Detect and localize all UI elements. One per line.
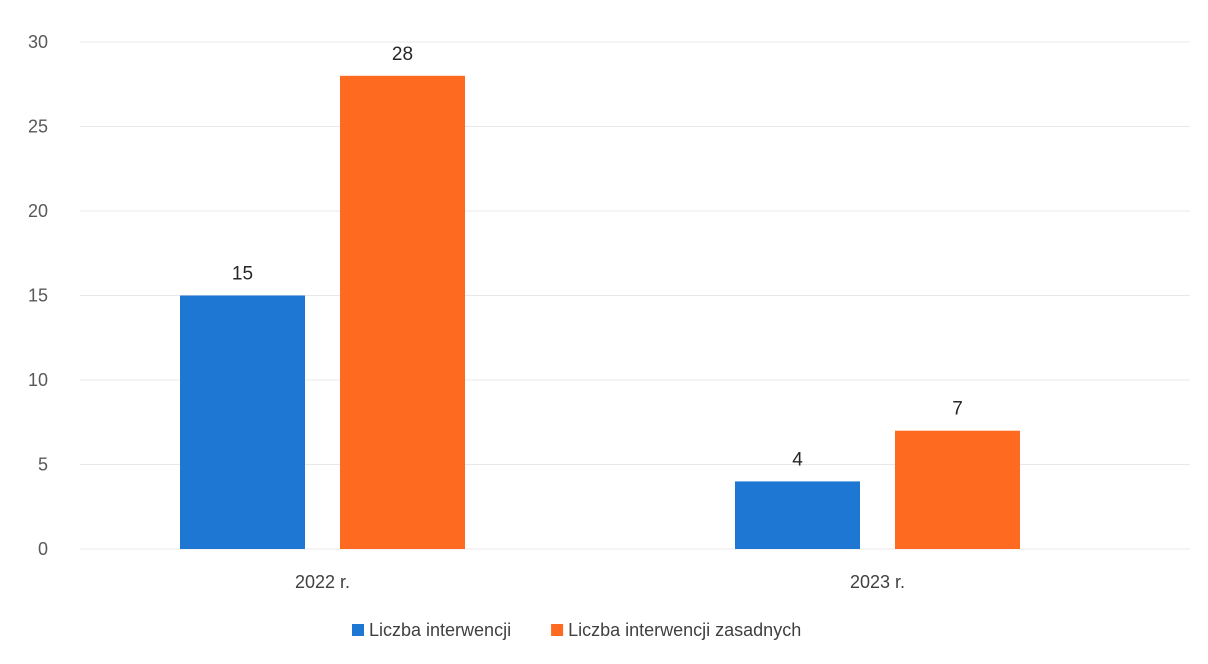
data-labels: 15 28 4 7 [232,44,963,471]
y-tick-label: 20 [28,201,48,221]
bar-interwencje [735,481,860,549]
data-label: 4 [792,449,803,470]
x-category-label: 2023 r. [850,572,905,592]
legend-label: Liczba interwencji [369,620,511,640]
data-label: 28 [392,44,413,65]
y-tick-label: 30 [28,32,48,52]
y-tick-label: 0 [38,539,48,559]
bars [180,75,1020,550]
x-axis-categories: 2022 r. 2023 r. [295,572,905,592]
y-tick-label: 10 [28,370,48,390]
bar-interwencje-zasadne [895,430,1020,549]
legend-swatch [551,624,564,636]
bar-interwencje-zasadne [340,75,465,550]
data-label: 15 [232,264,253,285]
legend-label: Liczba interwencji zasadnych [568,620,801,640]
legend-swatch [352,624,364,636]
x-category-label: 2022 r. [295,572,350,592]
y-tick-label: 15 [28,286,48,306]
data-label: 7 [952,399,963,420]
legend: Liczba interwencji Liczba interwencji zas… [352,620,801,640]
y-tick-label: 5 [38,455,48,475]
y-axis-ticks: 0 5 10 15 20 25 30 [28,32,48,559]
bar-interwencje [180,295,305,549]
y-tick-label: 25 [28,117,48,137]
